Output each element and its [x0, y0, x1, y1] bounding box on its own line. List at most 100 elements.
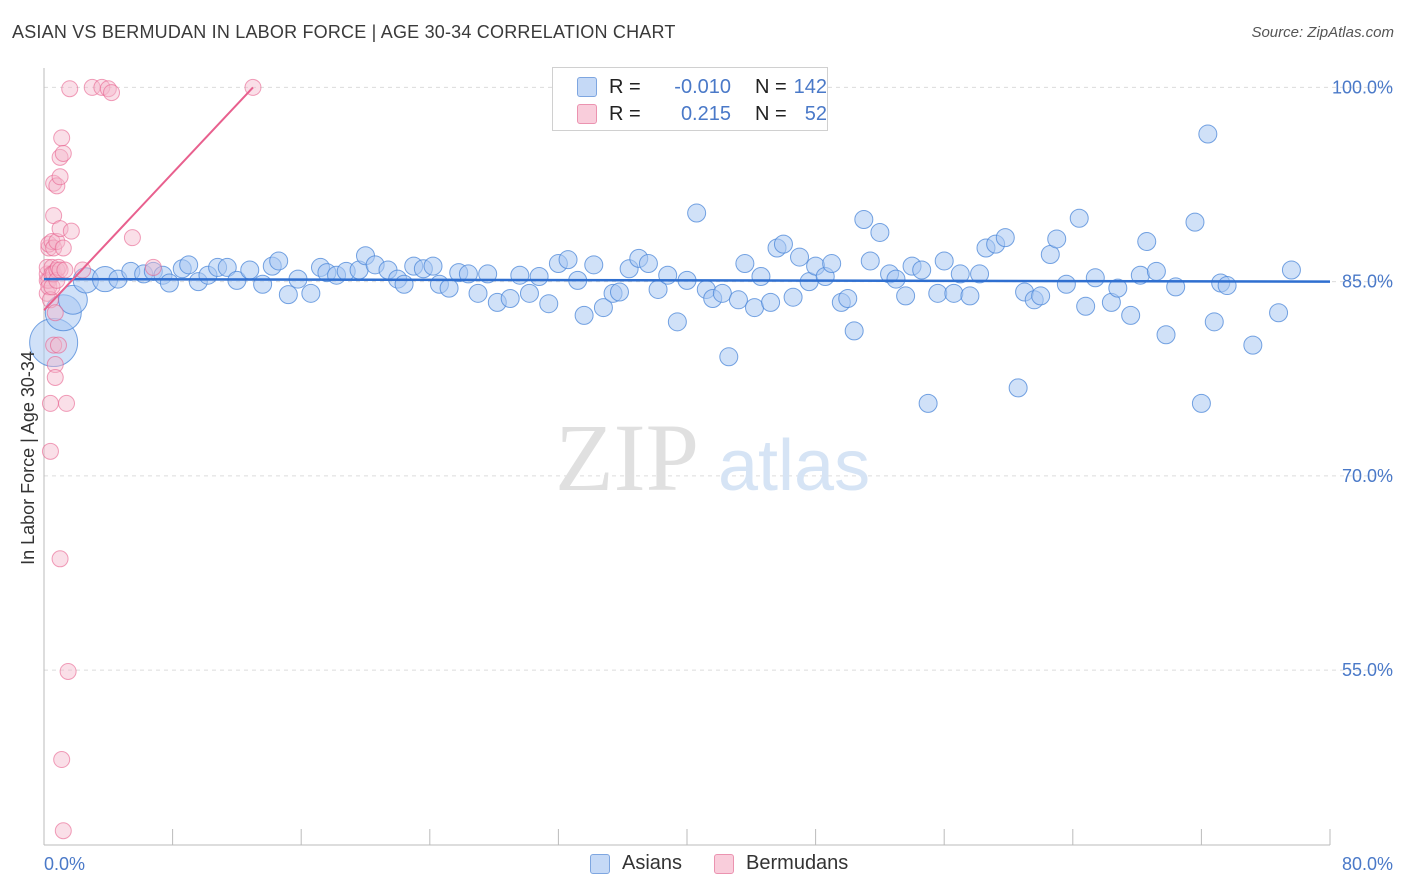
asian-point	[854, 210, 874, 230]
asian-point	[439, 278, 459, 298]
asian-point	[1198, 124, 1218, 144]
y-tick-label: 100.0%	[1332, 77, 1393, 97]
asian-point	[558, 250, 578, 270]
series-legend: Asians Bermudans	[590, 852, 880, 875]
bermudan-point	[62, 222, 80, 240]
asian-point	[1243, 335, 1263, 355]
bermudan-point	[61, 80, 79, 98]
asian-point	[1217, 276, 1237, 296]
asian-point	[458, 264, 478, 284]
asian-point	[928, 283, 948, 303]
asian-point	[609, 282, 629, 302]
bermudan-point	[58, 394, 76, 412]
asian-point	[712, 283, 732, 303]
asian-point	[934, 251, 954, 271]
asian-point	[638, 254, 658, 274]
bermudan-point	[144, 258, 162, 276]
legend-n-value: 142	[793, 75, 827, 98]
bermudan-point	[59, 662, 77, 680]
legend-r-value: 0.215	[680, 102, 731, 125]
tick-labels: 100.0% 85.0% 70.0% 55.0% 0.0% 80.0%	[44, 77, 1393, 874]
asian-point	[960, 286, 980, 306]
asian-point	[468, 283, 488, 303]
legend-r-label: R =	[609, 75, 641, 98]
asian-points	[29, 124, 1301, 413]
asian-point	[1191, 393, 1211, 413]
legend-swatch-bermudans	[577, 104, 597, 124]
bermudan-point	[53, 129, 71, 147]
asian-point	[912, 260, 932, 280]
legend-swatch-bermudans	[714, 853, 735, 874]
bermudan-point	[46, 356, 64, 374]
asian-point	[687, 203, 707, 223]
legend-row-asians: R = -0.010 N = 142	[577, 76, 827, 98]
asian-point	[1156, 325, 1176, 345]
legend-r-label: R =	[609, 102, 641, 125]
bermudan-point	[56, 261, 74, 279]
asian-point	[870, 222, 890, 242]
legend-row-bermudans: R = 0.215 N = 52	[577, 103, 827, 125]
asian-point	[1076, 296, 1096, 316]
y-tick-label: 70.0%	[1342, 466, 1393, 486]
asian-point	[844, 321, 864, 341]
bermudan-point	[49, 336, 67, 354]
bermudan-point	[51, 550, 69, 568]
asian-point	[838, 289, 858, 309]
bermudan-point	[54, 144, 72, 162]
bermudan-point	[48, 177, 66, 195]
bermudan-point	[123, 229, 141, 247]
asian-point	[1031, 286, 1051, 306]
bermudan-point	[51, 220, 69, 238]
legend-swatch-asians	[577, 77, 597, 97]
watermark-atlas: atlas	[718, 426, 870, 506]
asian-point	[584, 255, 604, 275]
bermudan-point	[46, 304, 64, 322]
asian-point	[529, 266, 549, 286]
asian-point	[278, 285, 298, 305]
asian-point	[918, 393, 938, 413]
bermudan-point	[54, 822, 72, 840]
asian-point	[1204, 312, 1224, 332]
asian-point	[1185, 212, 1205, 232]
legend-r-value: -0.010	[674, 75, 731, 98]
x-tick-label: 80.0%	[1342, 854, 1393, 874]
bermudan-point	[41, 394, 59, 412]
bermudan-trend-line	[43, 86, 254, 311]
asian-point	[269, 251, 289, 271]
asian-trend-line	[43, 277, 1331, 283]
asian-point	[301, 283, 321, 303]
asian-point	[667, 312, 687, 332]
legend-n-value: 52	[804, 102, 827, 125]
asian-point	[593, 298, 613, 318]
asian-point	[944, 283, 964, 303]
asian-point	[995, 228, 1015, 248]
asian-point	[1108, 278, 1128, 298]
asian-point	[1146, 261, 1166, 281]
bermudan-points	[38, 78, 262, 840]
bermudan-point	[51, 168, 69, 186]
asian-point	[950, 264, 970, 284]
asian-point	[159, 273, 179, 293]
source-label: Source: ZipAtlas.com	[1251, 24, 1394, 41]
asian-point	[478, 264, 498, 284]
asian-point	[539, 294, 559, 314]
asian-point	[1281, 260, 1301, 280]
legend-item-asians[interactable]: Asians	[590, 852, 682, 875]
asian-point	[719, 347, 739, 367]
asian-point	[773, 234, 793, 254]
asian-point	[860, 251, 880, 271]
asian-point	[1056, 274, 1076, 294]
legend-swatch-asians	[590, 853, 610, 874]
asian-point	[1008, 378, 1028, 398]
asian-point	[423, 256, 443, 276]
y-tick-label: 55.0%	[1342, 660, 1393, 680]
y-axis-label: In Labor Force | Age 30-34	[18, 351, 38, 565]
bermudan-point	[41, 291, 59, 309]
asian-point	[394, 274, 414, 294]
trend-lines	[43, 86, 1331, 311]
asian-point	[728, 290, 748, 310]
legend-item-bermudans[interactable]: Bermudans	[714, 852, 848, 875]
asian-point	[761, 292, 781, 312]
asian-point	[783, 287, 803, 307]
